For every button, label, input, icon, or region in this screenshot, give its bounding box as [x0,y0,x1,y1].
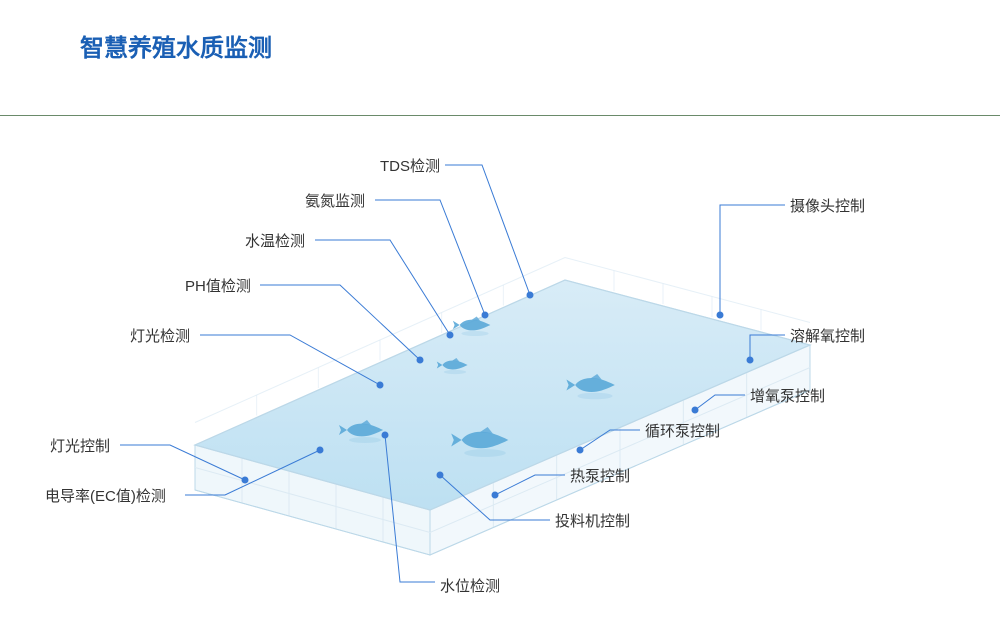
callout-tds: TDS检测 [380,155,440,176]
callout-aerator: 增氧泵控制 [750,385,825,406]
fish-icon [453,317,490,337]
callout-heatpump: 热泵控制 [570,465,630,486]
page-title: 智慧养殖水质监测 [80,28,272,63]
callout-watertemp: 水温检测 [245,230,305,251]
tank-illustration [195,258,810,556]
diagram-area: TDS检测氨氮监测水温检测 PH值检测灯光检测灯光控制电导率(EC值)检测水位检测… [0,130,1000,620]
callout-camera: 摄像头控制 [790,195,865,216]
callout-lightdet: 灯光检测 [130,325,190,346]
fish-group [339,317,615,457]
fish-icon [339,420,383,443]
callout-circpump: 循环泵控制 [645,420,720,441]
title-divider [0,115,1000,116]
callout-lightctl: 灯光控制 [50,435,110,456]
callout-ph: PH值检测 [185,275,251,296]
fish-icon [451,427,508,457]
callout-ammonia: 氨氮监测 [305,190,365,211]
callout-waterlevel: 水位检测 [440,575,500,596]
leader-lines [120,165,785,582]
callout-ec: 电导率(EC值)检测 [45,485,166,506]
fish-icon [566,374,614,399]
callout-feeder: 投料机控制 [555,510,630,531]
callout-oxygen: 溶解氧控制 [790,325,865,346]
fish-icon [437,358,468,374]
